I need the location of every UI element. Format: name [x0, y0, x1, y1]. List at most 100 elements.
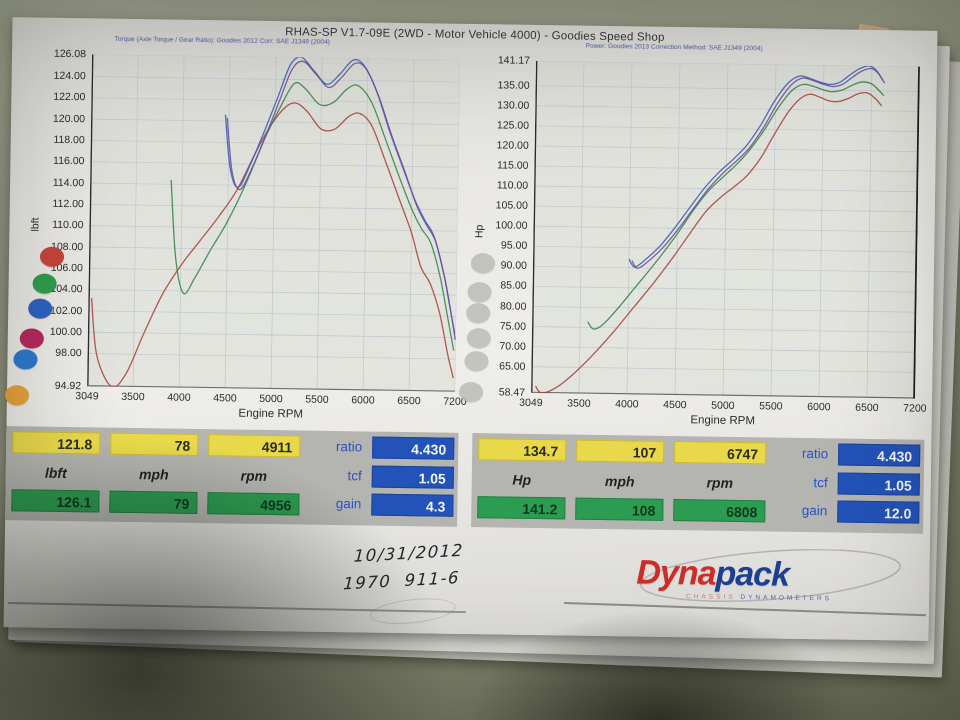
handwritten-note: 10/31/2012 1970 911-6 [341, 537, 466, 598]
power-y-axis-label: 105.00 [495, 199, 528, 213]
power-legend-dot [464, 350, 489, 372]
torque-legend-dot [39, 246, 65, 267]
power-y-axis-label: 95.00 [500, 239, 528, 253]
max-power-rpm: 6808 [673, 499, 766, 523]
torque-legend-dot [19, 328, 44, 349]
power-x-axis-label: 3500 [567, 397, 591, 410]
peak-power-value: 134.7 [478, 438, 567, 462]
power-curve-run-purple [631, 67, 886, 269]
power-curve-run-blue [628, 65, 884, 268]
column-header-mph: mph [138, 466, 169, 483]
torque-x-axis-label: 4500 [213, 392, 237, 405]
torque-legend-dot [28, 298, 53, 319]
power-legend-dot [466, 302, 491, 324]
torque-y-axis-label: 124.00 [53, 69, 86, 83]
torque-x-axis-title: Engine RPM [238, 407, 304, 421]
power-x-axis-label: 4000 [615, 398, 639, 411]
gain-label: gain [801, 502, 828, 519]
torque-y-axis-label: 120.00 [52, 112, 86, 126]
power-y-axis-label: 120.00 [496, 139, 529, 152]
peak-torque-mph: 78 [110, 432, 199, 456]
power-y-axis-label: 125.00 [496, 119, 530, 132]
logo-tagline-chassis: CHASSIS [686, 593, 736, 601]
torque-y-axis-label: 116.00 [53, 155, 85, 168]
power-legend-dot [458, 381, 484, 403]
torque-y-axis-label: 126.08 [53, 47, 87, 61]
column-header-mph: mph [604, 473, 635, 490]
column-header-rpm: rpm [240, 467, 268, 484]
torque-x-axis-label: 6000 [351, 394, 375, 407]
gain-value: 12.0 [837, 500, 920, 524]
ratio-value: 4.430 [372, 436, 455, 460]
gain-label: gain [335, 496, 362, 512]
torque-legend-dot [4, 385, 30, 406]
logo-text-pack: pack [715, 554, 790, 594]
power-y-axis-unit: Hp [473, 224, 486, 239]
power-x-axis-label: 4500 [663, 398, 687, 412]
power-y-axis-label: 130.00 [497, 99, 530, 112]
power-y-axis-label: 110.00 [496, 179, 529, 192]
ratio-label: ratio [335, 439, 363, 455]
torque-y-axis-label: 122.00 [53, 91, 86, 104]
torque-gridlines [87, 54, 460, 392]
peak-torque-value: 121.8 [12, 431, 101, 455]
gain-value: 4.3 [371, 493, 454, 517]
power-x-axis-label: 6000 [807, 401, 831, 414]
torque-chart: Torque (Axle Torque / Gear Ratio): Goodi… [4, 36, 467, 432]
peak-power-mph: 107 [576, 439, 665, 463]
logo-wordmark: Dynapack [636, 553, 789, 594]
torque-x-axis-label: 4000 [167, 391, 191, 404]
max-power-mph: 108 [575, 497, 664, 521]
power-x-axis-label: 7200 [903, 402, 927, 415]
column-header-rpm: rpm [706, 474, 734, 491]
power-y-axis-label: 115.00 [496, 159, 529, 172]
results-table-power: 134.7 107 6747 Hp mph rpm 141.2 108 6808… [471, 433, 925, 534]
power-x-axis-label: 6500 [855, 401, 879, 415]
ratio-value: 4.430 [838, 443, 921, 467]
torque-y-axis-label: 114.00 [52, 176, 85, 189]
tcf-value: 1.05 [837, 472, 920, 496]
power-gridlines [531, 60, 920, 399]
power-y-axis-label: 141.17 [497, 54, 531, 67]
max-torque-mph: 79 [109, 490, 198, 514]
torque-curve-run-green [170, 81, 455, 351]
torque-x-axis-label: 3049 [75, 390, 99, 403]
tcf-value: 1.05 [371, 465, 454, 489]
power-legend-dot [470, 253, 496, 274]
torque-legend-dot [13, 349, 38, 370]
power-curve-run-red [535, 92, 883, 394]
tcf-label: tcf [813, 475, 828, 491]
torque-curve-run-purple [226, 60, 456, 340]
logo-text-dyna: Dyna [636, 553, 716, 593]
power-curve-run-green [587, 81, 885, 330]
torque-curve-run-red [90, 102, 454, 388]
peak-torque-rpm: 4911 [208, 434, 301, 458]
ratio-label: ratio [801, 445, 829, 462]
dyno-printout-sheet: RHAS-SP V1.7-09E (2WD - Motor Vehicle 40… [3, 17, 938, 641]
max-torque-value: 126.1 [11, 489, 100, 513]
column-header-hp: Hp [512, 471, 532, 488]
power-legend-dot [466, 327, 492, 349]
dynapack-logo: Dynapack CHASSIS DYNAMOMETERS [620, 546, 906, 616]
power-legend-dot [467, 281, 492, 303]
max-power-value: 141.2 [477, 496, 566, 520]
power-x-axis-label: 3049 [519, 396, 543, 410]
torque-x-axis-label: 5500 [305, 393, 329, 406]
power-plot-area [531, 60, 920, 399]
tcf-label: tcf [347, 468, 362, 484]
logo-tagline-dynamometers: DYNAMOMETERS [740, 594, 833, 603]
power-y-axis-label: 135.00 [497, 79, 530, 92]
power-x-axis-label: 5000 [711, 399, 735, 412]
results-table-torque: 121.8 78 4911 lbft mph rpm 126.1 79 4956… [5, 426, 459, 527]
torque-y-axis-label: 118.00 [53, 133, 85, 147]
torque-plot-area [87, 54, 460, 392]
peak-power-rpm: 6747 [674, 441, 767, 465]
torque-y-axis-label: 112.00 [52, 197, 84, 211]
torque-x-axis-label: 3500 [121, 390, 145, 404]
torque-legend-dot [32, 273, 57, 294]
power-x-axis-label: 5500 [759, 400, 783, 413]
power-chart: Power: Goodies 2013 Correction Method: S… [442, 43, 927, 439]
torque-y-axis-unit: lbft [29, 217, 42, 232]
torque-curve-run-blue [224, 56, 456, 334]
